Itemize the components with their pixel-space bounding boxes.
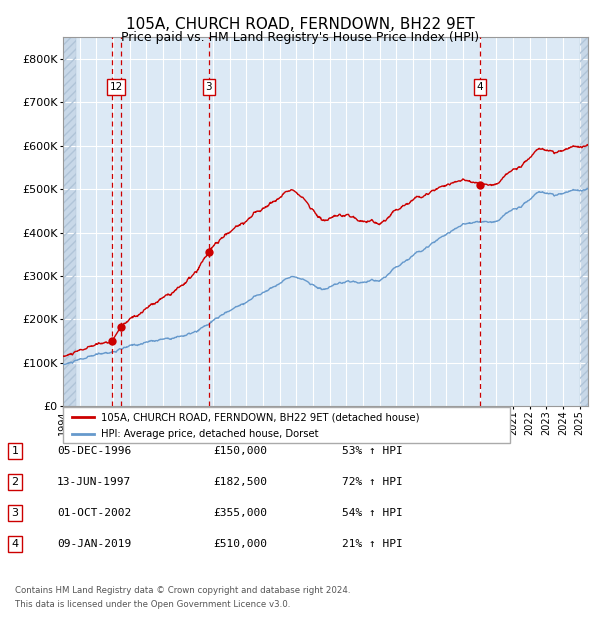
Text: £355,000: £355,000 [213,508,267,518]
Text: 105A, CHURCH ROAD, FERNDOWN, BH22 9ET: 105A, CHURCH ROAD, FERNDOWN, BH22 9ET [125,17,475,32]
Text: 4: 4 [11,539,19,549]
Text: 21% ↑ HPI: 21% ↑ HPI [342,539,403,549]
Text: £182,500: £182,500 [213,477,267,487]
Text: This data is licensed under the Open Government Licence v3.0.: This data is licensed under the Open Gov… [15,600,290,609]
Text: 54% ↑ HPI: 54% ↑ HPI [342,508,403,518]
Text: 1: 1 [11,446,19,456]
Text: 3: 3 [11,508,19,518]
Text: 2: 2 [11,477,19,487]
Text: 12: 12 [109,82,123,92]
Text: 72% ↑ HPI: 72% ↑ HPI [342,477,403,487]
Text: Price paid vs. HM Land Registry's House Price Index (HPI): Price paid vs. HM Land Registry's House … [121,31,479,44]
Text: £150,000: £150,000 [213,446,267,456]
Text: Contains HM Land Registry data © Crown copyright and database right 2024.: Contains HM Land Registry data © Crown c… [15,586,350,595]
Text: 53% ↑ HPI: 53% ↑ HPI [342,446,403,456]
Text: 09-JAN-2019: 09-JAN-2019 [57,539,131,549]
Text: HPI: Average price, detached house, Dorset: HPI: Average price, detached house, Dors… [101,428,319,438]
Text: 13-JUN-1997: 13-JUN-1997 [57,477,131,487]
Text: 105A, CHURCH ROAD, FERNDOWN, BH22 9ET (detached house): 105A, CHURCH ROAD, FERNDOWN, BH22 9ET (d… [101,412,419,422]
FancyBboxPatch shape [63,407,510,443]
Text: 4: 4 [477,82,484,92]
Text: 01-OCT-2002: 01-OCT-2002 [57,508,131,518]
Text: 3: 3 [206,82,212,92]
Text: £510,000: £510,000 [213,539,267,549]
Text: 05-DEC-1996: 05-DEC-1996 [57,446,131,456]
